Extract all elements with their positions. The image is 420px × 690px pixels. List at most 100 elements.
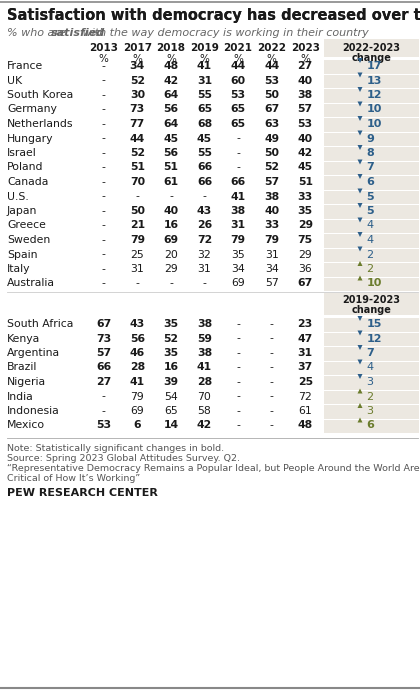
Text: 66: 66: [197, 177, 212, 187]
Text: South Africa: South Africa: [7, 319, 73, 329]
Text: Argentina: Argentina: [7, 348, 60, 358]
Text: 31: 31: [265, 250, 278, 259]
Text: 38: 38: [197, 319, 212, 329]
Polygon shape: [357, 417, 362, 422]
Text: 56: 56: [163, 104, 178, 115]
Text: Brazil: Brazil: [7, 362, 37, 373]
Text: 52: 52: [130, 75, 145, 86]
Text: 7: 7: [367, 348, 374, 358]
Text: change: change: [352, 53, 391, 63]
Text: India: India: [7, 391, 34, 402]
Text: 28: 28: [197, 377, 212, 387]
Text: 29: 29: [164, 264, 178, 274]
Text: 42: 42: [163, 75, 178, 86]
Text: 57: 57: [298, 104, 313, 115]
Text: 10: 10: [367, 279, 382, 288]
Polygon shape: [357, 275, 362, 281]
Text: 10: 10: [367, 119, 382, 129]
Text: -: -: [202, 279, 207, 288]
Polygon shape: [357, 246, 362, 251]
Text: %: %: [132, 54, 142, 64]
Text: 69: 69: [131, 406, 144, 416]
Text: 40: 40: [298, 75, 313, 86]
Text: 25: 25: [131, 250, 144, 259]
Text: 12: 12: [367, 90, 382, 100]
Text: 2: 2: [367, 391, 374, 402]
Text: 43: 43: [197, 206, 212, 216]
Text: 2018: 2018: [156, 43, 185, 53]
Text: South Korea: South Korea: [7, 90, 73, 100]
Text: “Representative Democracy Remains a Popular Ideal, but People Around the World A: “Representative Democracy Remains a Popu…: [7, 464, 420, 473]
Polygon shape: [357, 374, 362, 379]
Text: Satisfaction with democracy has decreased over time: Satisfaction with democracy has decrease…: [7, 8, 420, 23]
Text: 65: 65: [231, 119, 246, 129]
Text: 70: 70: [130, 177, 145, 187]
Text: 48: 48: [298, 420, 313, 431]
Text: -: -: [236, 319, 240, 329]
Text: 6: 6: [134, 420, 141, 431]
Text: 49: 49: [264, 133, 279, 144]
Text: Nigeria: Nigeria: [7, 377, 46, 387]
Text: 40: 40: [298, 133, 313, 144]
Text: 5: 5: [367, 192, 374, 201]
Text: 40: 40: [163, 206, 178, 216]
Text: 12: 12: [367, 333, 382, 344]
Text: Note: Statistically significant changes in bold.: Note: Statistically significant changes …: [7, 444, 224, 453]
Bar: [324, 293, 419, 315]
Text: 79: 79: [231, 235, 246, 245]
Text: 30: 30: [130, 90, 145, 100]
Text: 41: 41: [197, 61, 212, 71]
Text: 61: 61: [298, 406, 312, 416]
Text: Sweden: Sweden: [7, 235, 50, 245]
Text: 38: 38: [264, 192, 279, 201]
Text: 29: 29: [298, 221, 313, 230]
Text: -: -: [102, 75, 106, 86]
Text: Kenya: Kenya: [7, 333, 40, 344]
Text: %: %: [267, 54, 277, 64]
Text: 64: 64: [163, 119, 178, 129]
Text: -: -: [102, 148, 106, 158]
Text: 2021: 2021: [223, 43, 252, 53]
Text: 43: 43: [130, 319, 145, 329]
Text: -: -: [102, 192, 106, 201]
Text: 38: 38: [231, 206, 246, 216]
Polygon shape: [357, 87, 362, 92]
Bar: [324, 376, 419, 389]
Bar: [324, 234, 419, 248]
Polygon shape: [357, 72, 362, 77]
Text: 57: 57: [96, 348, 111, 358]
Text: 7: 7: [367, 163, 374, 172]
Text: Critical of How It’s Working”: Critical of How It’s Working”: [7, 474, 140, 483]
Text: 41: 41: [231, 192, 246, 201]
Text: 45: 45: [163, 133, 178, 144]
Text: 20: 20: [164, 250, 178, 259]
Text: %: %: [99, 54, 109, 64]
Text: 28: 28: [130, 362, 145, 373]
Text: 13: 13: [367, 75, 382, 86]
Bar: [324, 147, 419, 161]
Text: -: -: [236, 406, 240, 416]
Text: 27: 27: [298, 61, 313, 71]
Bar: [324, 190, 419, 204]
Text: Mexico: Mexico: [7, 420, 45, 431]
Text: 55: 55: [197, 148, 212, 158]
Polygon shape: [357, 174, 362, 179]
Text: -: -: [236, 420, 240, 431]
Text: 15: 15: [367, 319, 382, 329]
Text: 59: 59: [197, 333, 212, 344]
Text: 51: 51: [163, 163, 178, 172]
Text: -: -: [169, 279, 173, 288]
Text: 39: 39: [163, 377, 178, 387]
Text: 50: 50: [264, 148, 279, 158]
Text: 4: 4: [367, 235, 374, 245]
Polygon shape: [357, 403, 362, 408]
Bar: [324, 132, 419, 146]
Text: 79: 79: [264, 235, 279, 245]
Text: 44: 44: [231, 61, 246, 71]
Text: 53: 53: [298, 119, 313, 129]
Text: 33: 33: [264, 221, 279, 230]
Bar: [324, 263, 419, 277]
Text: 77: 77: [130, 119, 145, 129]
Text: 52: 52: [163, 333, 178, 344]
Text: 41: 41: [130, 377, 145, 387]
